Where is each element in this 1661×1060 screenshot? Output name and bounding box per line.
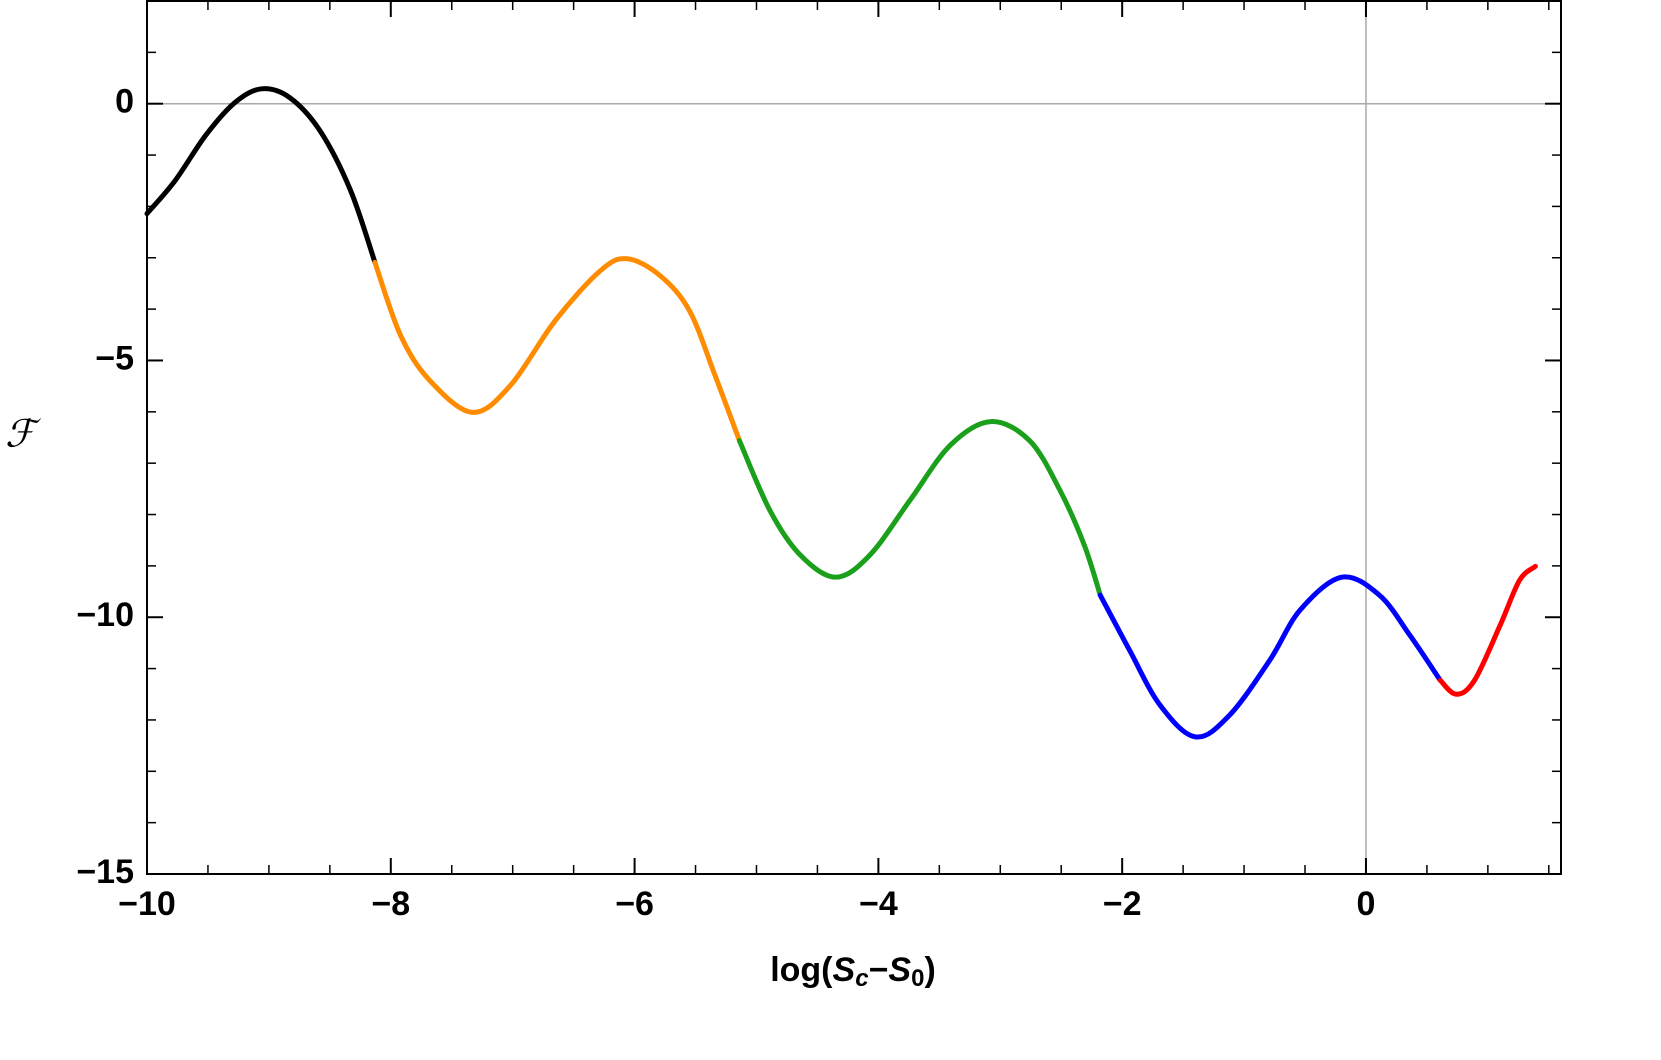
curve-segment	[1097, 574, 1443, 740]
x-axis-label-part: −	[869, 951, 889, 989]
x-axis-label-part: 0	[911, 965, 924, 992]
y-tick-label: −5	[95, 339, 134, 377]
x-tick-label: −4	[859, 885, 898, 923]
x-axis-label: log(Sc−S0)	[770, 951, 936, 992]
x-axis-label-part: )	[924, 951, 935, 989]
y-tick-label: −10	[76, 596, 134, 634]
curve-segment	[736, 419, 1103, 598]
x-tick-label: −2	[1103, 885, 1142, 923]
x-axis-label-part: log(	[770, 951, 833, 989]
plot-frame	[146, 0, 1562, 875]
curve-segment	[144, 86, 378, 265]
curve-segment	[372, 256, 742, 444]
x-axis-label-part: c	[855, 965, 868, 992]
x-tick-label: 0	[1357, 885, 1376, 923]
x-tick-label: −8	[371, 885, 410, 923]
x-tick-label: −10	[118, 885, 176, 923]
x-axis-label-part: S	[833, 951, 856, 989]
x-tick-label: −6	[615, 885, 654, 923]
y-tick-label: 0	[115, 83, 134, 121]
x-axis-label-part: S	[888, 951, 911, 989]
y-tick-label: −15	[76, 853, 134, 891]
curve-segment	[1437, 563, 1538, 697]
y-axis-label: ℱ	[5, 412, 41, 456]
